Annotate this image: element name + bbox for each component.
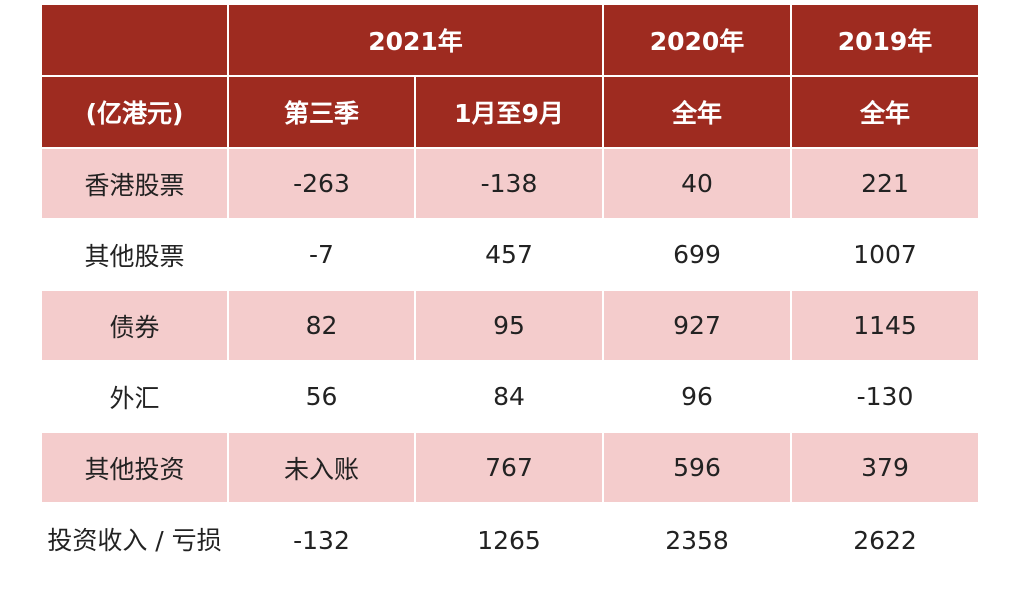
table-row: 其他股票 -7 457 699 1007: [40, 218, 980, 291]
header-col-2019-full: 全年: [790, 75, 980, 149]
cell-q3: 56: [227, 360, 416, 433]
cell-2019: 379: [790, 431, 980, 504]
header-col-2020-full: 全年: [602, 75, 792, 149]
cell-2019: 2622: [790, 502, 980, 580]
cell-2019: 221: [790, 147, 980, 220]
cell-2020: 2358: [602, 502, 792, 580]
cell-2019: -130: [790, 360, 980, 433]
cell-jan-sep: -138: [414, 147, 604, 220]
cell-2019: 1007: [790, 218, 980, 291]
row-label: 投资收入 / 亏损: [40, 502, 229, 580]
header-year-2019: 2019年: [790, 3, 980, 77]
cell-q3: -263: [227, 147, 416, 220]
header-col-jan-sep: 1月至9月: [414, 75, 604, 149]
row-label: 其他股票: [40, 218, 229, 291]
cell-2020: 96: [602, 360, 792, 433]
cell-q3: 未入账: [227, 431, 416, 504]
cell-jan-sep: 95: [414, 289, 604, 362]
header-unit-label: (亿港元): [40, 75, 229, 149]
cell-q3: 82: [227, 289, 416, 362]
cell-2019: 1145: [790, 289, 980, 362]
row-label: 外汇: [40, 360, 229, 433]
table-row: 香港股票 -263 -138 40 221: [40, 147, 980, 220]
header-year-2020: 2020年: [602, 3, 792, 77]
table-row: 债券 82 95 927 1145: [40, 289, 980, 362]
cell-jan-sep: 84: [414, 360, 604, 433]
cell-jan-sep: 457: [414, 218, 604, 291]
investment-income-table: 2021年 2020年 2019年 (亿港元) 第三季 1月至9月 全年 全年 …: [40, 3, 980, 580]
row-label: 债券: [40, 289, 229, 362]
cell-jan-sep: 1265: [414, 502, 604, 580]
header-year-2021: 2021年: [227, 3, 604, 77]
cell-2020: 596: [602, 431, 792, 504]
cell-2020: 40: [602, 147, 792, 220]
header-row-periods: (亿港元) 第三季 1月至9月 全年 全年: [40, 75, 980, 149]
table-row: 外汇 56 84 96 -130: [40, 360, 980, 433]
header-corner-cell: [40, 3, 229, 77]
row-label: 其他投资: [40, 431, 229, 504]
header-col-q3: 第三季: [227, 75, 416, 149]
cell-2020: 927: [602, 289, 792, 362]
header-row-years: 2021年 2020年 2019年: [40, 3, 980, 77]
cell-q3: -7: [227, 218, 416, 291]
cell-jan-sep: 767: [414, 431, 604, 504]
cell-2020: 699: [602, 218, 792, 291]
table-row: 投资收入 / 亏损 -132 1265 2358 2622: [40, 502, 980, 580]
cell-q3: -132: [227, 502, 416, 580]
table-row: 其他投资 未入账 767 596 379: [40, 431, 980, 504]
row-label: 香港股票: [40, 147, 229, 220]
